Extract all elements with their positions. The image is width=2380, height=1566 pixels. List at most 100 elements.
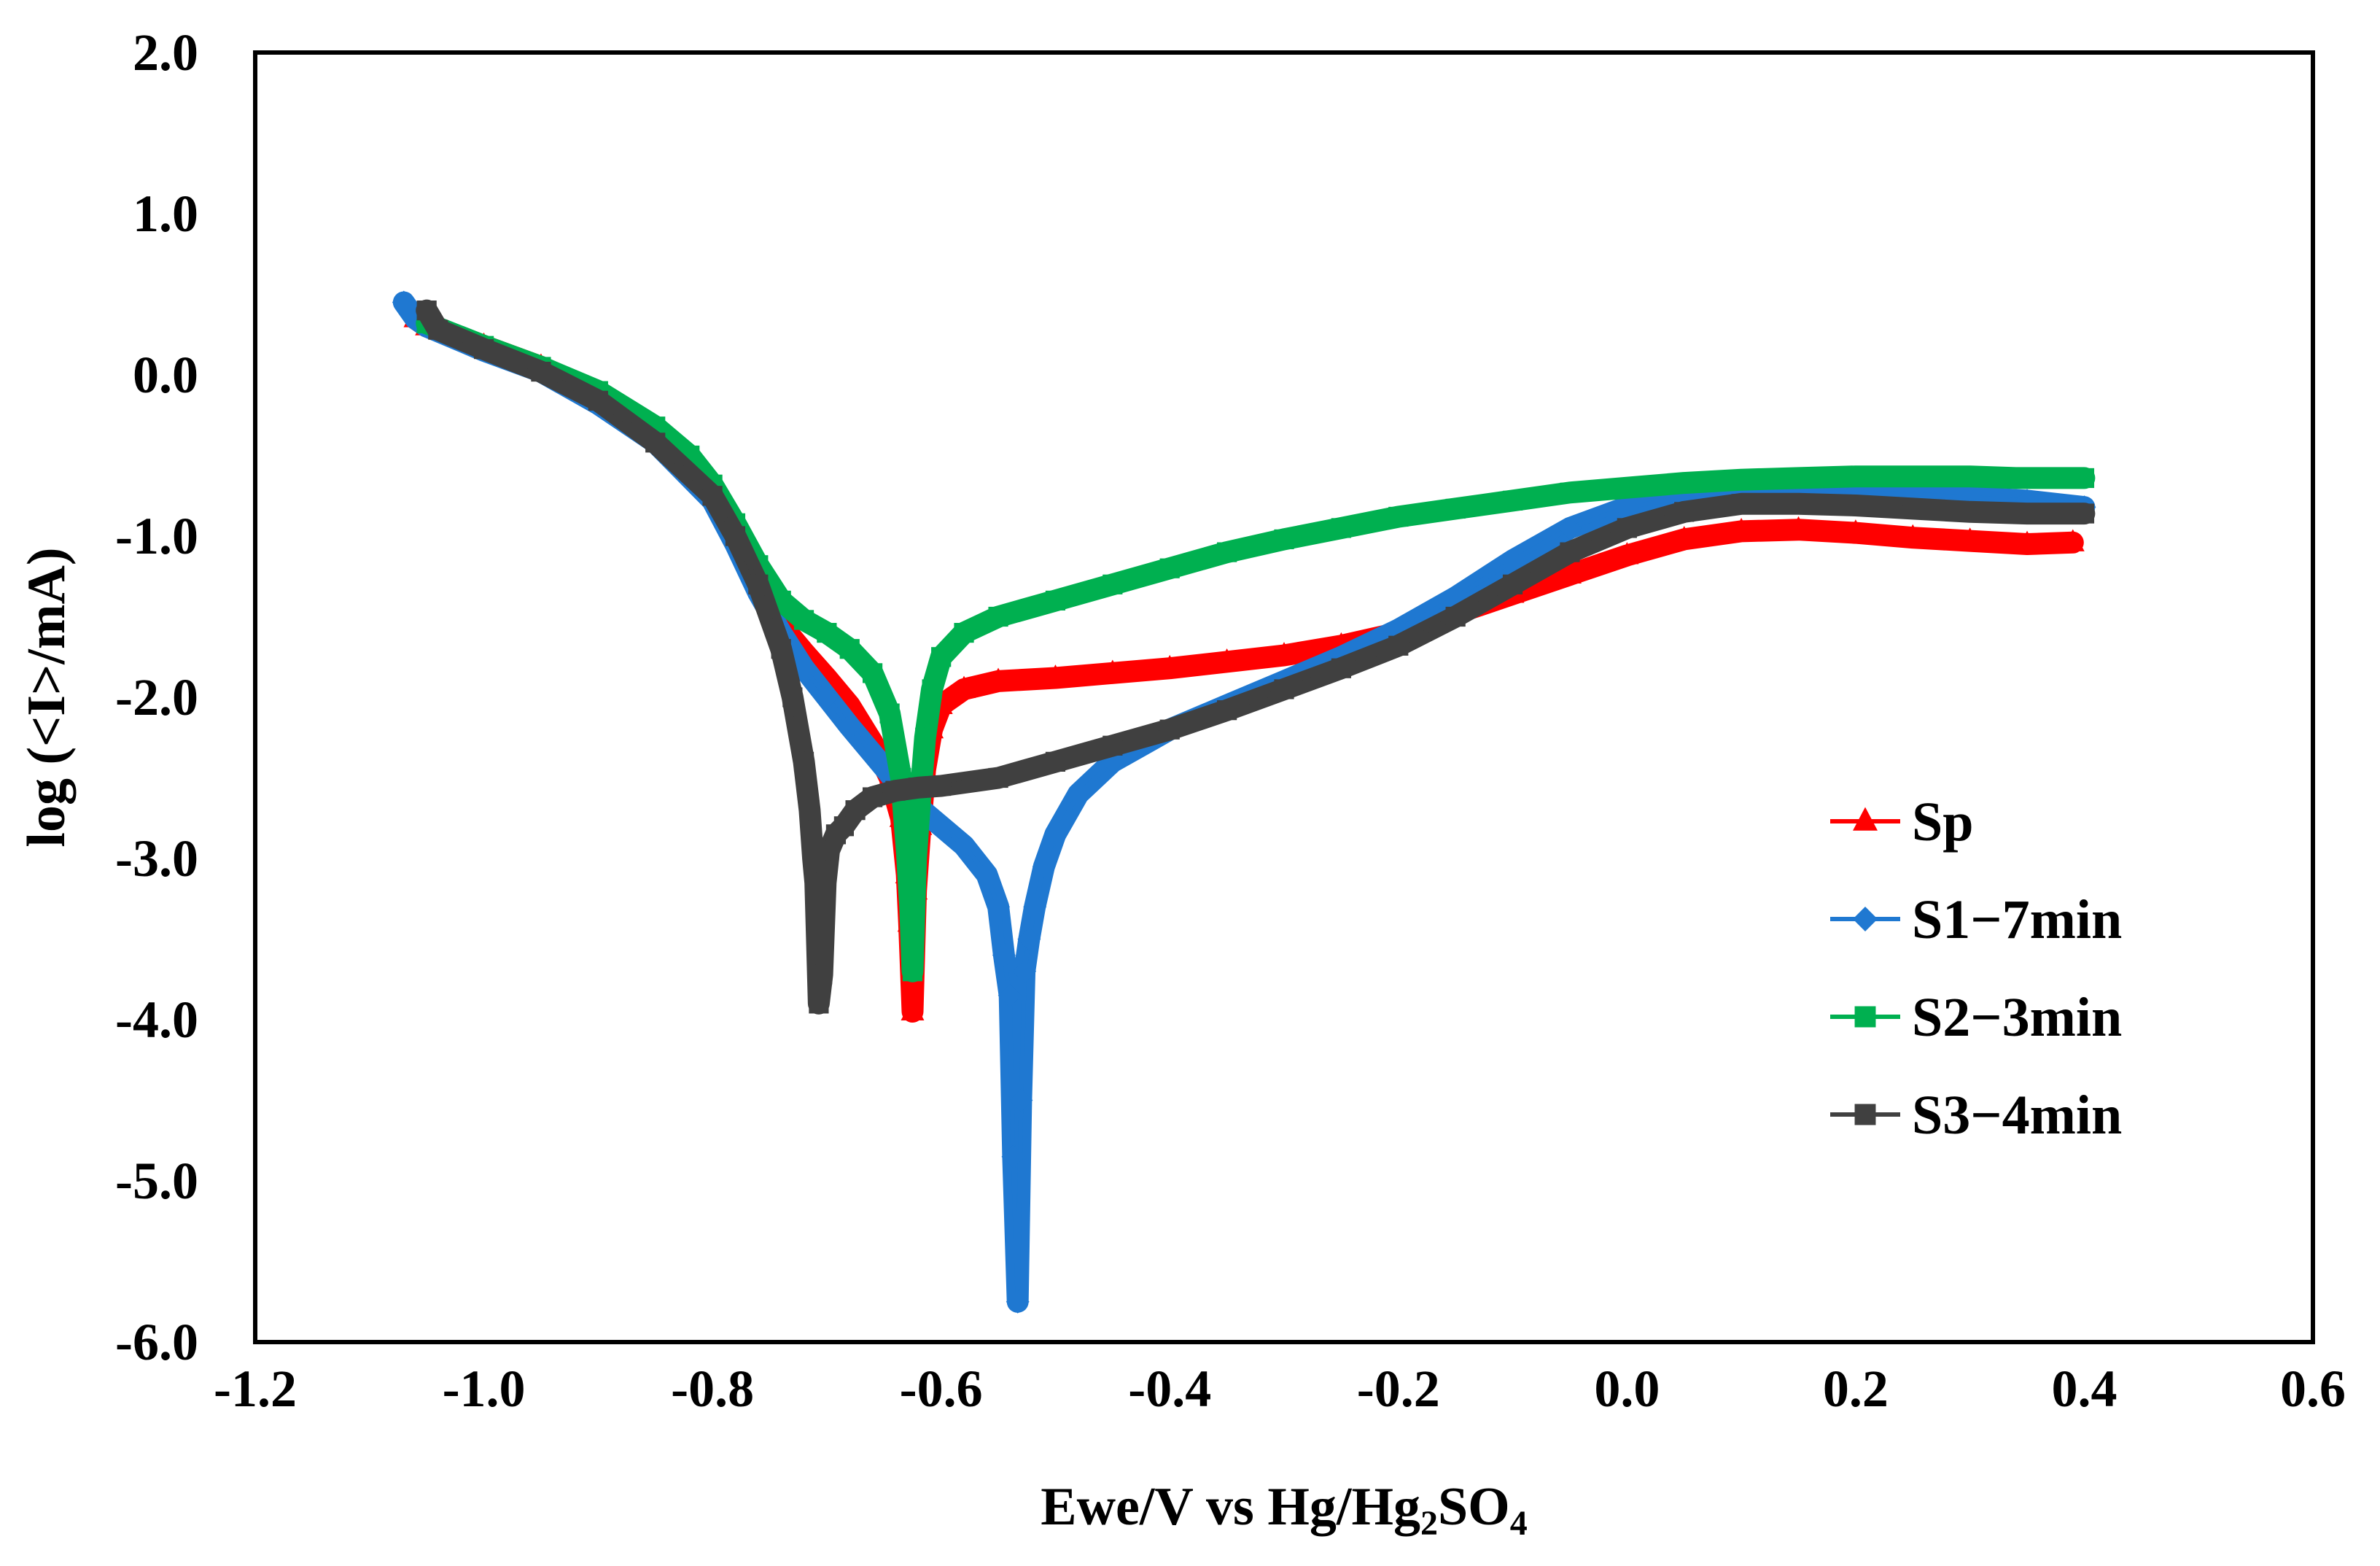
data-point-s2-3min [1502, 490, 1523, 511]
data-point-s3-4min [1274, 679, 1294, 699]
data-point-s3-4min [1560, 542, 1580, 562]
data-point-sp [1672, 526, 1696, 549]
data-point-s2-3min [1102, 574, 1123, 594]
x-tick-label: -0.4 [1128, 1360, 1211, 1418]
data-point-s3-4min [725, 526, 746, 546]
data-point-s3-4min [702, 486, 723, 506]
data-point-sp [2061, 529, 2085, 551]
data-point-sp [1843, 519, 1867, 542]
y-tick-label: -6.0 [115, 1313, 198, 1371]
data-point-s2-3min [900, 896, 920, 917]
plot-layer [392, 290, 2096, 1314]
legend-label: Sp [1912, 791, 1974, 853]
y-axis-title: log (<I>/mA) [17, 547, 77, 847]
x-axis-title-main: Ewe/V vs Hg/Hg [1041, 1477, 1420, 1537]
data-point-s3-4min [645, 433, 666, 453]
data-point-s2-3min [1960, 466, 1980, 487]
data-point-s2-3min [1274, 529, 1294, 550]
y-tick-label: 2.0 [133, 23, 198, 82]
data-point-s3-4min [1788, 494, 1809, 514]
data-point-s2-3min [879, 703, 900, 724]
data-point-s2-3min [954, 623, 974, 643]
y-tick-label: -4.0 [115, 991, 198, 1049]
x-tick-label: 0.0 [1594, 1360, 1660, 1418]
data-point-sp [1786, 516, 1811, 539]
x-axis-title-mid: SO [1438, 1477, 1510, 1537]
data-point-s3-4min [793, 751, 814, 772]
data-point-s1-7min [1066, 782, 1090, 806]
x-axis-ticks: -1.2 -1.0 -0.8 -0.6 -0.4 -0.2 0.0 0.2 0.4 0.6 [214, 1360, 2346, 1418]
plot-area-border [253, 50, 2315, 1344]
data-point-s3-4min [748, 574, 769, 594]
data-point-s1-7min [1009, 1088, 1033, 1112]
y-axis-ticks: 2.0 1.0 0.0 -1.0 -2.0 -3.0 -4.0 -5.0 -6.0 [115, 23, 198, 1371]
legend-item-s2-3min: S2−3min [1830, 987, 2122, 1048]
data-point-s3-4min [1045, 751, 1066, 772]
data-point-s3-4min [473, 339, 494, 360]
data-point-s3-4min [1731, 494, 1751, 514]
data-point-s3-4min [1159, 719, 1180, 740]
data-point-sp [1043, 664, 1068, 687]
data-point-s1-7min [1017, 927, 1041, 951]
data-point-s2-3min [1731, 470, 1751, 490]
data-point-sp [1272, 642, 1296, 664]
data-point-s2-3min [863, 663, 883, 683]
data-point-s3-4min [799, 800, 820, 821]
data-point-s3-4min [428, 319, 448, 340]
data-point-s2-3min [839, 639, 860, 659]
data-point-sp [1901, 524, 1925, 547]
data-point-s2-3min [817, 623, 837, 643]
data-point-s3-4min [1331, 658, 1351, 678]
data-point-s1-7min [1043, 822, 1068, 846]
legend-swatch-marker [1853, 807, 1878, 831]
data-point-s1-7min [987, 895, 1011, 919]
data-point-s1-7min [998, 983, 1022, 1007]
y-tick-label: -2.0 [115, 668, 198, 726]
data-point-s3-4min [1217, 700, 1237, 721]
data-point-s1-7min [1558, 516, 1582, 540]
series-s3-4min [416, 299, 2096, 1015]
data-point-s2-3min [988, 606, 1008, 627]
data-point-s3-4min [1902, 498, 1923, 519]
data-point-s1-7min [975, 863, 999, 887]
data-point-s2-3min [1388, 506, 1409, 527]
x-tick-label: -0.8 [671, 1360, 754, 1418]
x-tick-label: -0.2 [1357, 1360, 1440, 1418]
legend-swatch-marker [1854, 1104, 1876, 1125]
data-point-s3-4min [771, 639, 791, 659]
data-point-s2-3min [793, 610, 814, 630]
data-point-s3-4min [1102, 735, 1123, 756]
x-tick-label: -1.0 [443, 1360, 526, 1418]
x-tick-label: -1.2 [214, 1360, 297, 1418]
data-point-s1-7min [1001, 1144, 1025, 1168]
data-point-s2-3min [1159, 558, 1180, 578]
data-point-sp [987, 667, 1011, 690]
data-point-s3-4min [931, 775, 952, 796]
data-point-sp [952, 675, 976, 698]
data-point-s1-7min [1013, 959, 1037, 983]
data-point-s3-4min [1617, 518, 1637, 538]
data-point-s3-4min [1674, 502, 1695, 522]
data-point-s2-3min [902, 961, 923, 982]
data-point-s2-3min [1902, 466, 1923, 487]
data-point-s2-3min [1617, 478, 1637, 498]
data-point-s3-4min [531, 361, 551, 382]
data-point-sp [1100, 659, 1124, 682]
data-point-s1-7min [929, 814, 953, 838]
legend-label: S2−3min [1912, 987, 2122, 1048]
legend-item-sp: Sp [1830, 791, 1974, 853]
data-point-sp [1958, 527, 1982, 550]
data-point-s2-3min [1846, 466, 1866, 487]
data-point-sp [2015, 530, 2039, 554]
data-point-s2-3min [1045, 590, 1066, 610]
y-tick-label: -1.0 [115, 507, 198, 565]
legend-swatch-marker [1853, 907, 1878, 931]
data-point-s3-4min [2017, 503, 2037, 524]
data-point-s2-3min [1217, 542, 1237, 562]
data-point-s3-4min [885, 780, 906, 801]
data-point-s3-4min [1445, 606, 1466, 627]
data-point-s2-3min [1788, 468, 1809, 489]
data-point-s3-4min [2074, 503, 2095, 524]
legend-swatch-marker [1854, 1006, 1876, 1028]
data-point-s3-4min [863, 787, 883, 807]
